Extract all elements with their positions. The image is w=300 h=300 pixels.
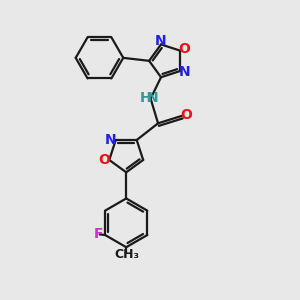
Text: N: N — [178, 65, 190, 80]
Text: N: N — [147, 91, 158, 105]
Text: N: N — [105, 133, 117, 147]
Text: F: F — [94, 227, 103, 242]
Text: O: O — [181, 108, 193, 122]
Text: O: O — [178, 42, 190, 56]
Text: N: N — [154, 34, 166, 48]
Text: O: O — [99, 153, 110, 167]
Text: CH₃: CH₃ — [115, 248, 140, 261]
Text: H: H — [140, 91, 151, 105]
